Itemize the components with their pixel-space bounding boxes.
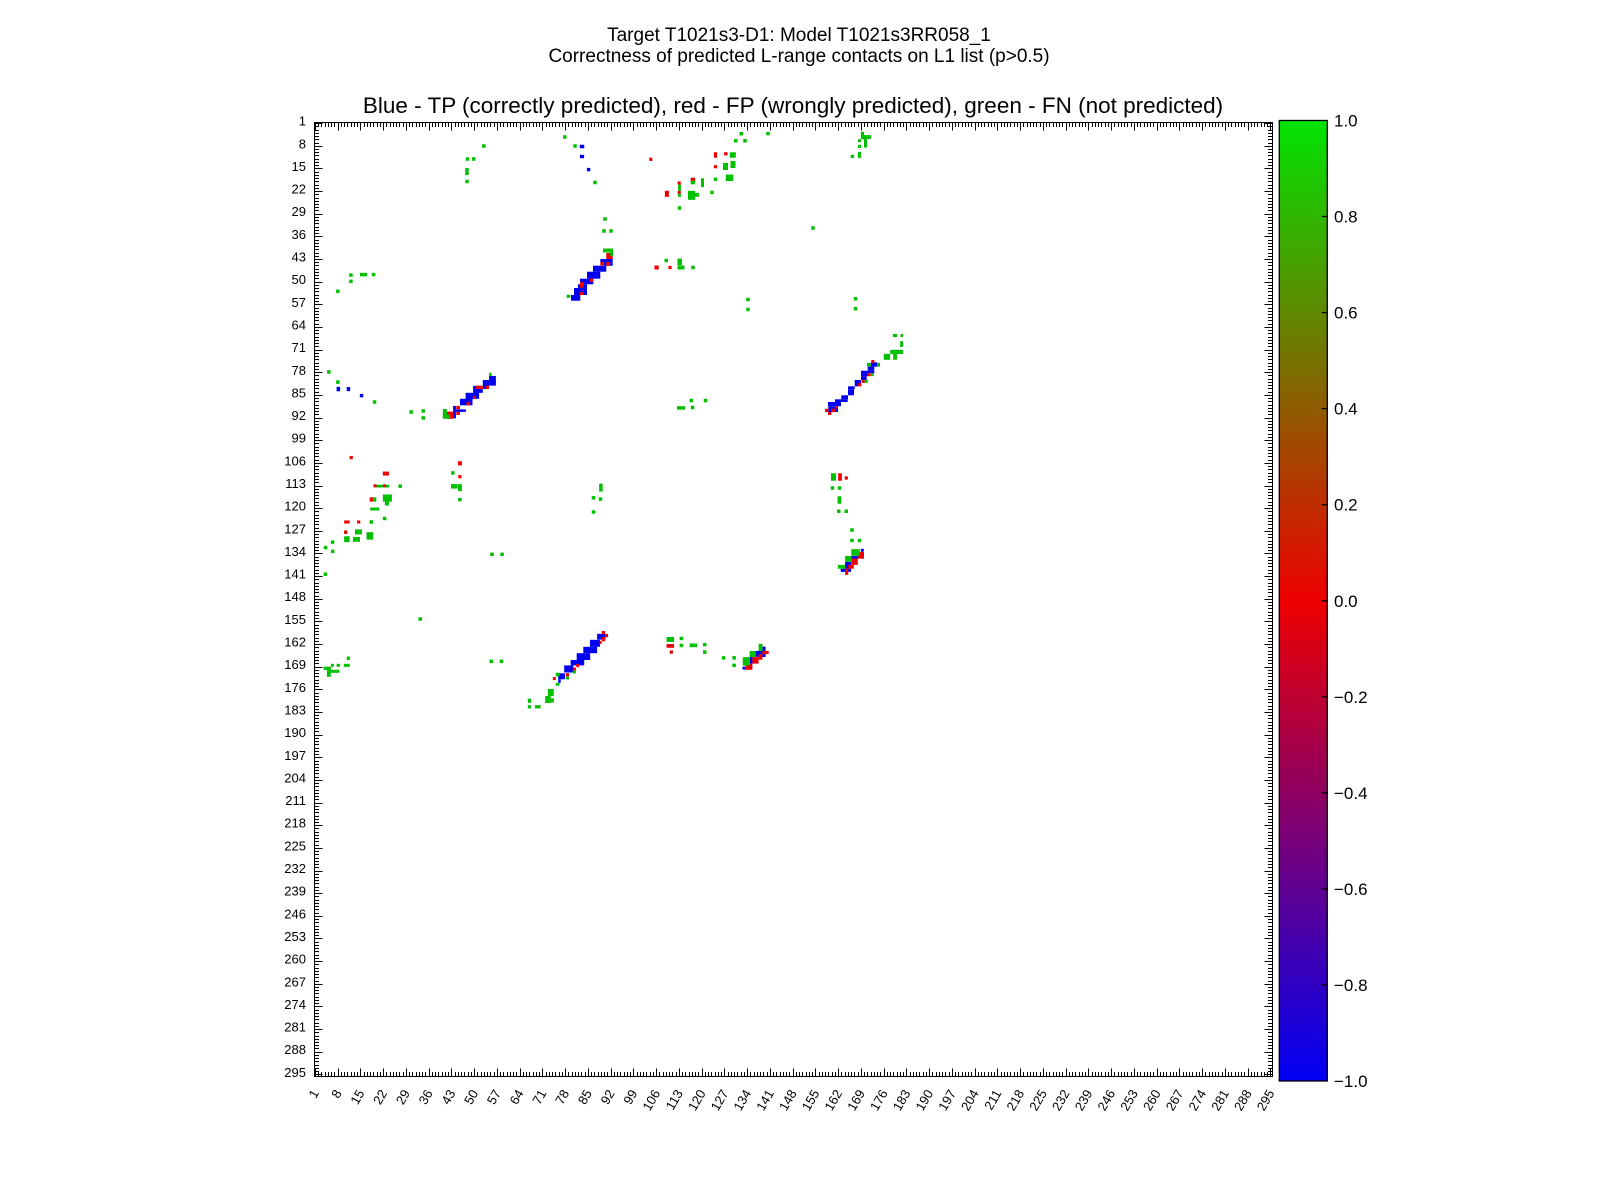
svg-text:Correctness of predicted L-ran: Correctness of predicted L-range contact… (548, 46, 1049, 67)
svg-text:57: 57 (292, 295, 306, 310)
svg-text:253: 253 (284, 929, 306, 944)
svg-text:22: 22 (292, 182, 306, 197)
svg-text:36: 36 (292, 227, 306, 242)
svg-text:−0.6: −0.6 (1334, 880, 1368, 899)
svg-text:190: 190 (284, 725, 306, 740)
svg-text:78: 78 (552, 1087, 572, 1107)
svg-text:92: 92 (597, 1087, 617, 1107)
svg-text:15: 15 (347, 1087, 367, 1107)
svg-text:274: 274 (284, 997, 306, 1012)
svg-text:15: 15 (292, 159, 306, 174)
svg-text:281: 281 (284, 1020, 306, 1035)
svg-text:0.8: 0.8 (1334, 208, 1358, 227)
svg-text:0.2: 0.2 (1334, 496, 1358, 515)
svg-text:8: 8 (299, 136, 306, 151)
svg-text:155: 155 (284, 612, 306, 627)
svg-text:120: 120 (284, 499, 306, 514)
svg-text:225: 225 (284, 838, 306, 853)
svg-text:211: 211 (285, 793, 306, 808)
svg-text:−0.8: −0.8 (1334, 976, 1368, 995)
svg-text:−0.2: −0.2 (1334, 688, 1368, 707)
svg-text:36: 36 (415, 1087, 435, 1107)
svg-text:239: 239 (284, 884, 306, 899)
svg-text:99: 99 (620, 1087, 640, 1107)
svg-text:50: 50 (461, 1087, 481, 1107)
svg-text:29: 29 (292, 204, 306, 219)
svg-text:99: 99 (292, 431, 306, 446)
svg-text:134: 134 (284, 544, 306, 559)
svg-text:141: 141 (284, 567, 306, 582)
svg-text:92: 92 (292, 408, 306, 423)
svg-text:113: 113 (285, 476, 306, 491)
svg-text:232: 232 (284, 861, 306, 876)
svg-text:183: 183 (284, 703, 306, 718)
svg-text:43: 43 (292, 250, 306, 265)
svg-text:176: 176 (284, 680, 306, 695)
svg-text:29: 29 (393, 1087, 413, 1107)
svg-text:162: 162 (284, 635, 306, 650)
svg-text:50: 50 (292, 272, 306, 287)
svg-text:197: 197 (284, 748, 306, 763)
svg-text:Blue - TP (correctly predicted: Blue - TP (correctly predicted), red - F… (363, 93, 1223, 118)
svg-text:1.0: 1.0 (1334, 112, 1358, 131)
svg-text:0.0: 0.0 (1334, 592, 1358, 611)
svg-text:22: 22 (370, 1087, 390, 1107)
svg-text:246: 246 (284, 906, 306, 921)
svg-text:71: 71 (529, 1087, 549, 1107)
svg-text:218: 218 (284, 816, 306, 831)
svg-text:Target T1021s3-D1: Model T1021: Target T1021s3-D1: Model T1021s3RR058_1 (607, 25, 991, 46)
svg-text:85: 85 (292, 385, 306, 400)
svg-text:127: 127 (284, 521, 306, 536)
svg-text:78: 78 (292, 363, 306, 378)
svg-text:1: 1 (299, 114, 306, 129)
svg-text:267: 267 (284, 974, 306, 989)
svg-text:0.6: 0.6 (1334, 304, 1358, 323)
svg-text:260: 260 (284, 952, 306, 967)
svg-text:295: 295 (284, 1065, 306, 1080)
svg-text:43: 43 (438, 1087, 458, 1107)
svg-text:106: 106 (284, 453, 306, 468)
svg-text:0.4: 0.4 (1334, 400, 1358, 419)
svg-text:204: 204 (284, 770, 306, 785)
svg-text:169: 169 (284, 657, 306, 672)
svg-text:148: 148 (284, 589, 306, 604)
svg-text:57: 57 (484, 1087, 504, 1107)
svg-text:−1.0: −1.0 (1334, 1072, 1368, 1091)
svg-text:288: 288 (284, 1042, 306, 1057)
svg-text:64: 64 (506, 1087, 526, 1107)
svg-text:85: 85 (575, 1087, 595, 1107)
svg-text:71: 71 (292, 340, 306, 355)
svg-text:64: 64 (292, 318, 306, 333)
svg-text:−0.4: −0.4 (1334, 784, 1368, 803)
